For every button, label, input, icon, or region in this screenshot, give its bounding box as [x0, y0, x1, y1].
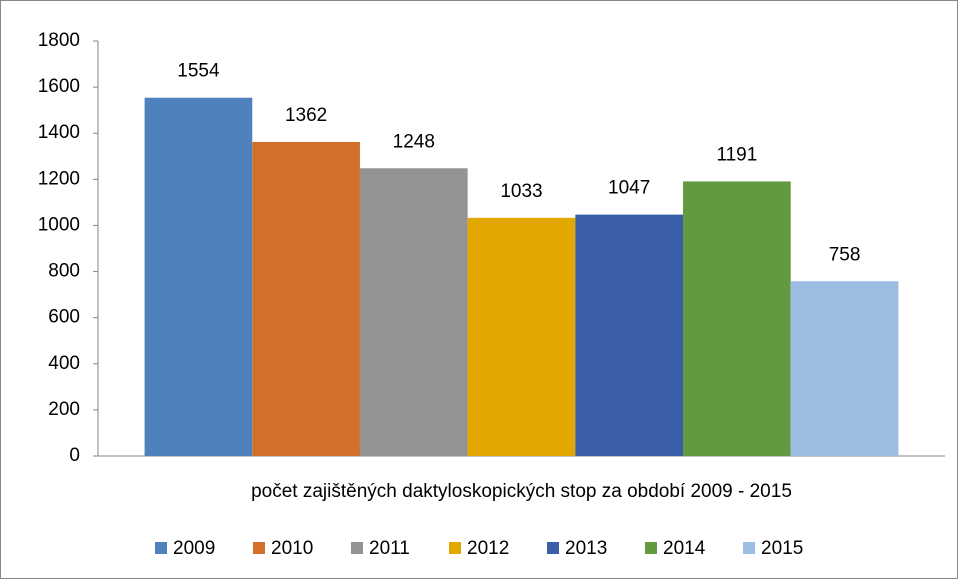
legend-swatch: [743, 542, 755, 554]
bar: [252, 141, 360, 456]
legend-swatch: [547, 542, 559, 554]
y-tick-label: 400: [48, 353, 80, 374]
legend-label: 2009: [173, 538, 215, 559]
bar: [790, 281, 899, 456]
legend-label: 2011: [369, 538, 410, 559]
legend-label: 2015: [761, 538, 803, 559]
y-tick-label: 800: [48, 261, 80, 282]
x-tick-label: počet zajištěných daktyloskopických stop…: [251, 481, 792, 502]
legend-swatch: [645, 542, 657, 554]
legend-swatch: [449, 542, 461, 554]
y-tick-label: 1000: [38, 214, 80, 235]
data-label: 758: [829, 244, 861, 265]
y-tick-label: 1400: [38, 122, 80, 143]
legend-swatch: [351, 542, 363, 554]
legend-label: 2012: [467, 538, 509, 559]
bar: [575, 214, 684, 456]
y-tick-label: 200: [48, 399, 80, 420]
y-tick-label: 1200: [38, 168, 80, 189]
legend-label: 2013: [565, 538, 607, 559]
data-label: 1047: [608, 178, 650, 199]
legend-swatch: [253, 542, 265, 554]
bar: [359, 168, 468, 456]
legend-label: 2014: [663, 538, 706, 559]
bar: [467, 217, 576, 456]
data-label: 1033: [500, 181, 542, 202]
data-label: 1191: [716, 144, 757, 165]
data-label: 1248: [393, 131, 435, 152]
y-tick-label: 1800: [38, 30, 80, 51]
bar: [683, 181, 791, 457]
y-tick-label: 0: [69, 445, 80, 466]
legend-label: 2010: [271, 538, 313, 559]
bar: [144, 97, 253, 456]
data-label: 1362: [285, 105, 327, 126]
y-tick-label: 1600: [38, 76, 80, 97]
legend-swatch: [155, 542, 167, 554]
y-tick-label: 600: [48, 307, 80, 328]
data-label: 1554: [177, 61, 220, 82]
